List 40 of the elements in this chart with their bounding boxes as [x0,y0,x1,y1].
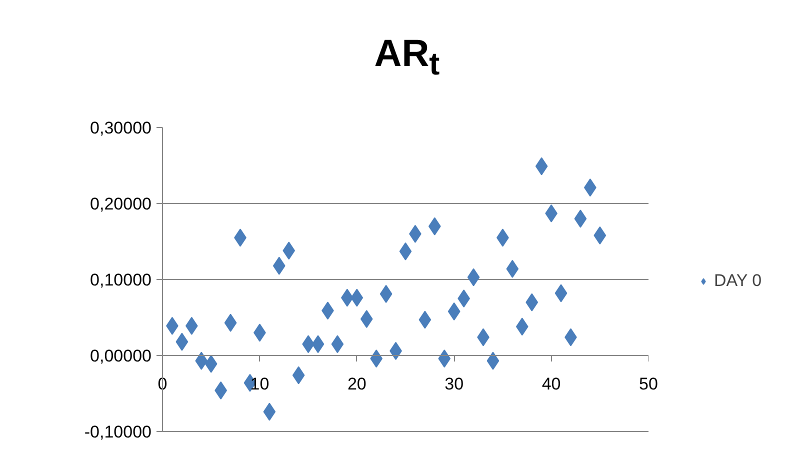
x-tick-label: 20 [347,374,366,394]
point [195,352,208,370]
x-tick-label: 40 [542,374,561,394]
point [486,352,500,370]
point [399,242,412,260]
point [506,260,519,278]
point [331,335,344,354]
y-tick-label: 0,10000 [90,270,152,290]
point [360,310,373,328]
point [418,310,432,329]
y-tick-label: 0,30000 [90,118,152,138]
point [467,268,480,286]
point [350,288,364,307]
point [448,302,460,320]
y-tick-label: -0,10000 [84,422,152,442]
y-tick-label: 0,00000 [90,346,152,366]
point [554,284,568,302]
point [312,335,324,354]
point [272,256,286,275]
x-tick-label: 30 [444,374,464,394]
point [185,316,198,335]
x-tick-label: 50 [639,374,658,394]
y-tick-label: 0,20000 [90,194,152,214]
point [224,314,237,332]
point [263,402,276,421]
point [282,242,296,260]
chart-title: AR$_{t}$ [374,32,440,84]
point [526,293,538,312]
point [574,210,587,228]
point [535,157,548,176]
point [204,354,218,373]
point [594,226,606,244]
point [380,284,392,303]
point [438,350,451,368]
point [370,350,383,368]
point [176,332,188,351]
legend-label: DAY 0 [714,271,762,291]
point [292,366,305,384]
point [516,318,528,336]
point [428,217,441,236]
